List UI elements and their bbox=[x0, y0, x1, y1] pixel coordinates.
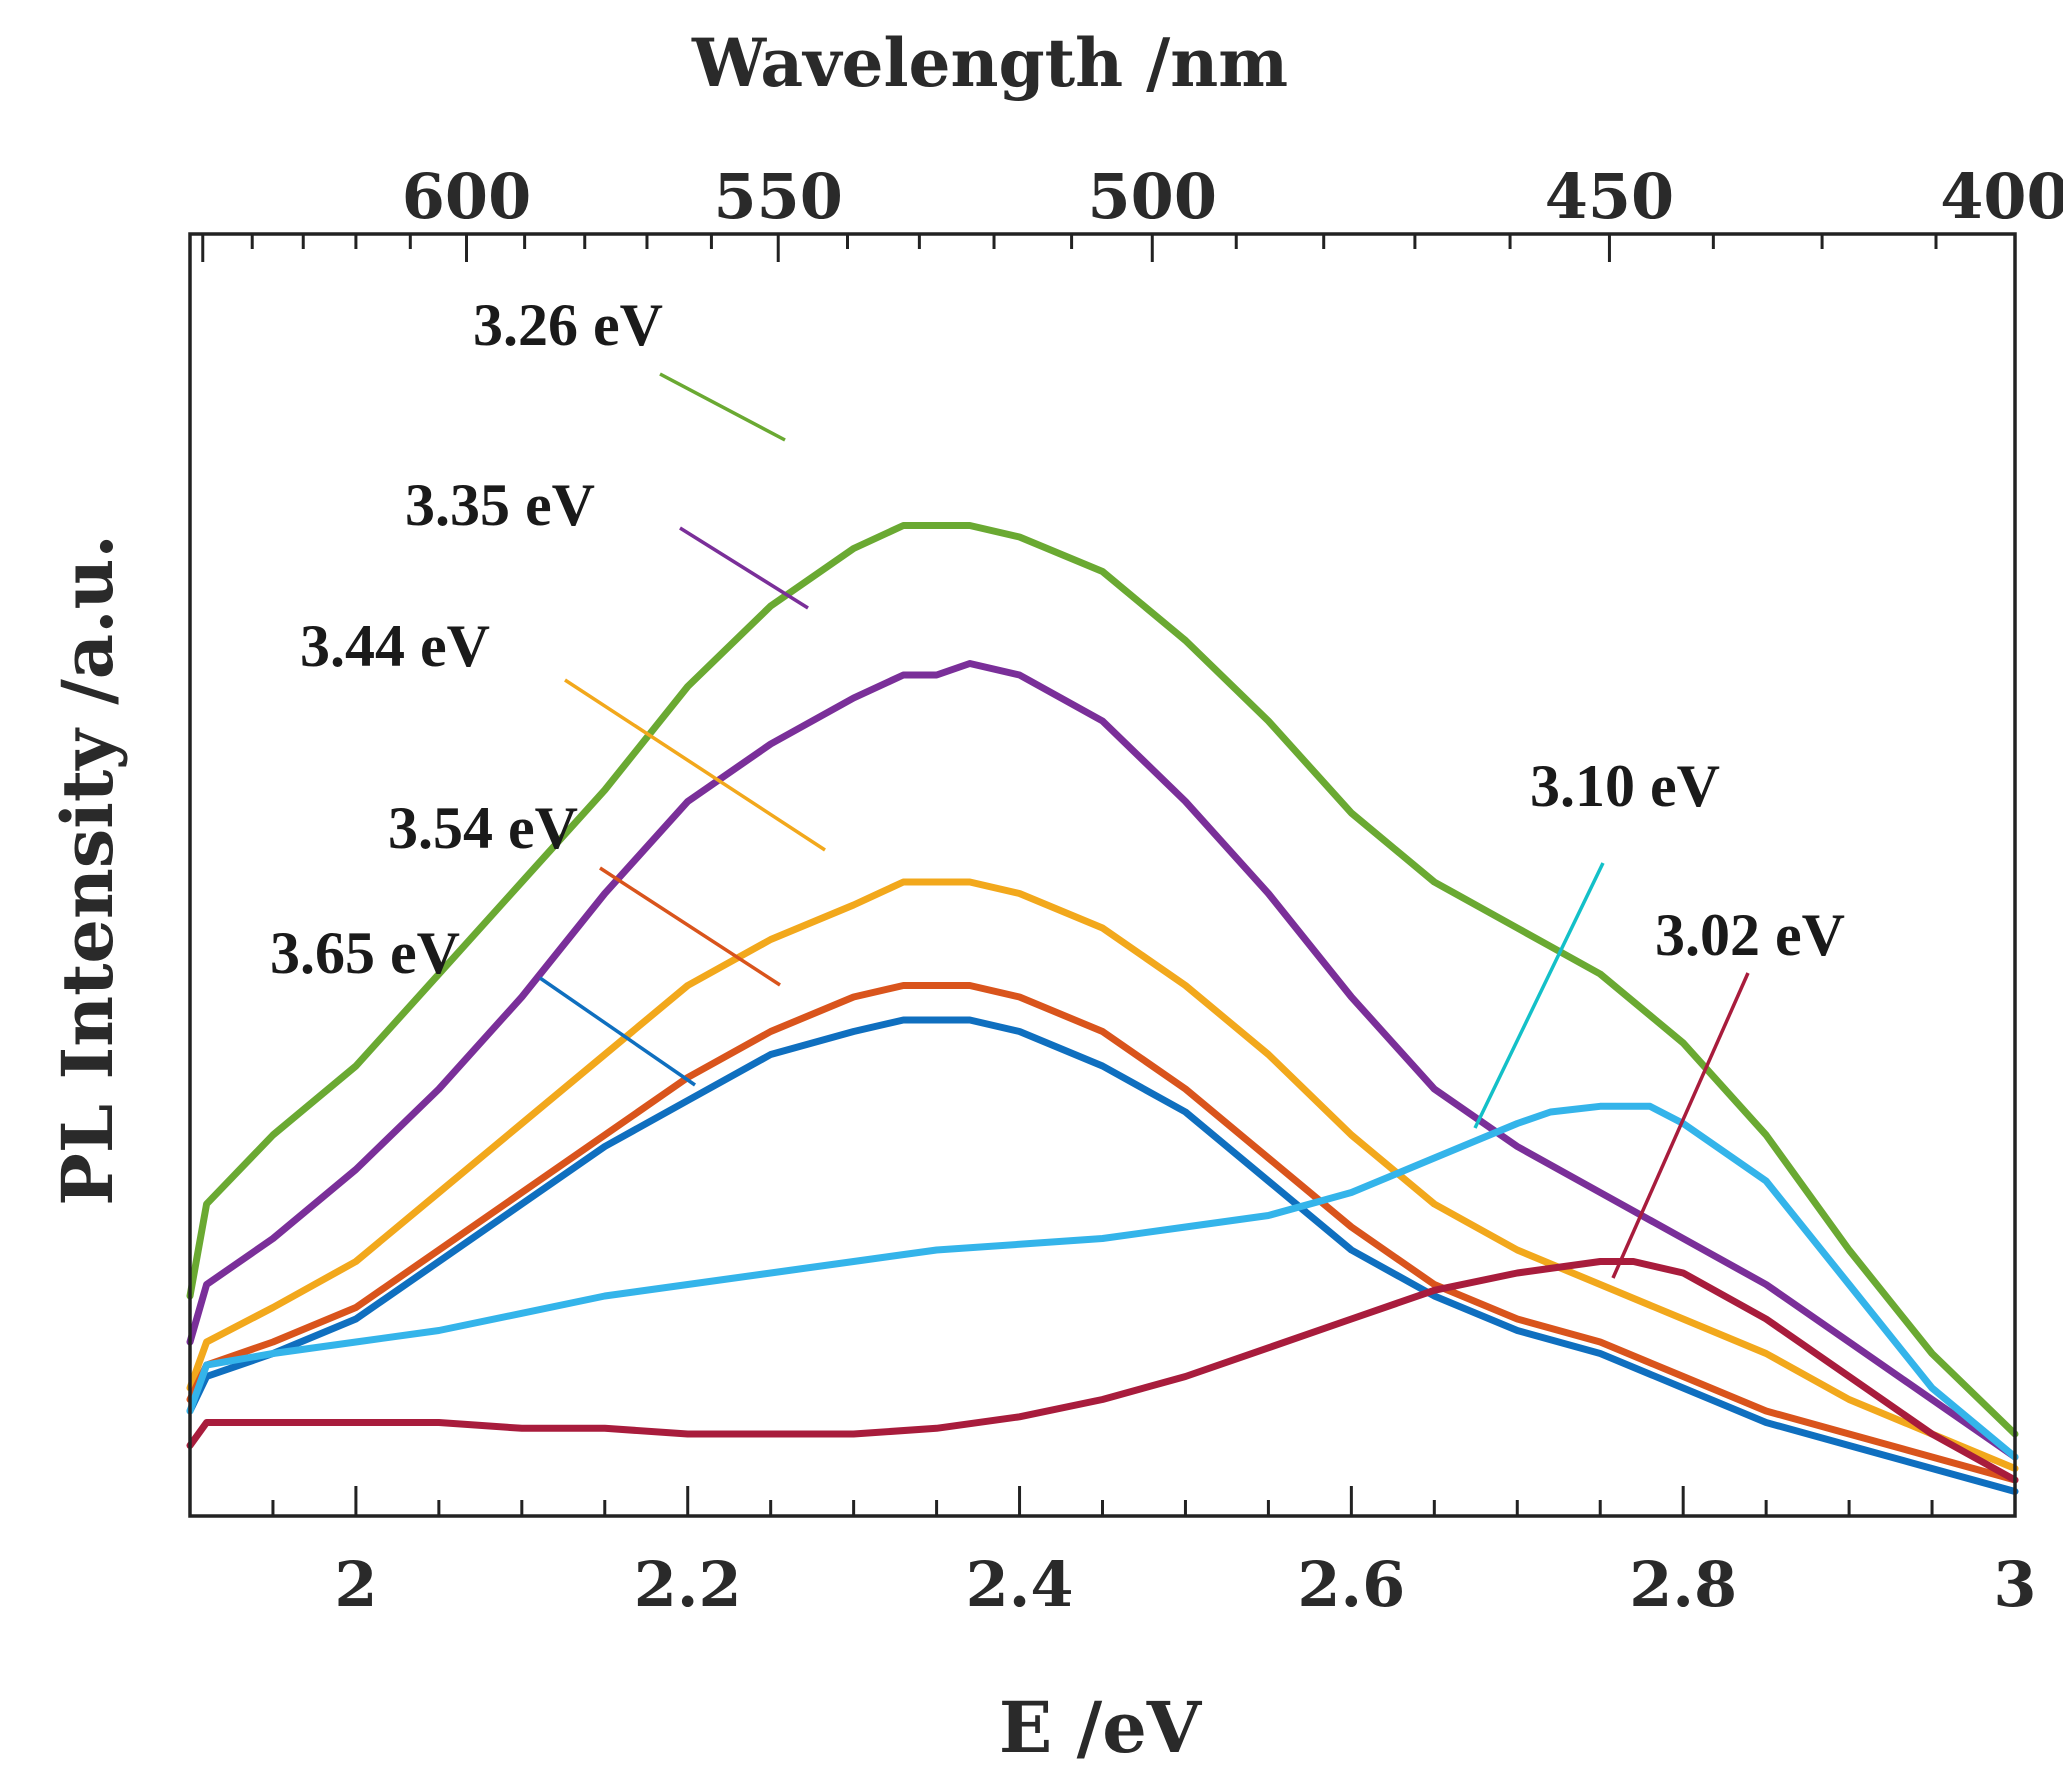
series-layer bbox=[186, 522, 2019, 1495]
series-line-326 bbox=[186, 522, 2019, 1438]
top-tick-label: 400 bbox=[1940, 160, 2063, 233]
annotation-3-10: 3.10 eV bbox=[1530, 753, 1720, 819]
leader-line-3-26 bbox=[659, 372, 786, 442]
top-axis-title: Wavelength /nm bbox=[691, 24, 1288, 102]
leader-line-3-02 bbox=[1611, 972, 1750, 1279]
top-tick-label: 550 bbox=[714, 160, 843, 233]
leader-line-3-35 bbox=[679, 526, 809, 610]
annotation-3-35: 3.35 eV bbox=[405, 472, 595, 538]
x-tick-label: 2 bbox=[334, 1548, 377, 1621]
series-line-365 bbox=[186, 1016, 2019, 1495]
top-tick-label: 600 bbox=[402, 160, 531, 233]
series-line-354 bbox=[186, 982, 2019, 1484]
x-tick-label: 3 bbox=[1993, 1548, 2036, 1621]
x-tick-label: 2.2 bbox=[634, 1548, 742, 1621]
plot-frame bbox=[188, 232, 2017, 1518]
leader-line-3-44 bbox=[564, 678, 826, 852]
annotation-3-65: 3.65 eV bbox=[270, 920, 460, 986]
leader-line-3-54 bbox=[599, 866, 781, 987]
leader-line-3-65 bbox=[539, 976, 696, 1087]
series-line-344 bbox=[186, 878, 2019, 1472]
x-axis-ticks: 2 2.2 2.4 2.6 2.8 3 bbox=[188, 1486, 2037, 1621]
series-line-310 bbox=[186, 1102, 2019, 1461]
top-tick-label: 450 bbox=[1545, 160, 1674, 233]
annotation-3-54: 3.54 eV bbox=[388, 795, 578, 861]
series-line-335 bbox=[186, 660, 2019, 1461]
x-tick-label: 2.6 bbox=[1297, 1548, 1405, 1621]
annotation-3-02: 3.02 eV bbox=[1655, 902, 1845, 968]
y-axis-title: PL Intensity /a.u. bbox=[46, 534, 129, 1206]
series-line-302 bbox=[186, 1258, 2019, 1484]
x-tick-label: 2.4 bbox=[966, 1548, 1074, 1621]
x-axis-title: E /eV bbox=[999, 1686, 1203, 1769]
x-tick-label: 2.8 bbox=[1629, 1548, 1737, 1621]
annotation-3-44: 3.44 eV bbox=[300, 613, 490, 679]
leader-line-3-10 bbox=[1473, 862, 1605, 1129]
top-axis-ticks: 600 550 500 450 400 bbox=[201, 160, 2063, 262]
annotation-3-26: 3.26 eV bbox=[473, 292, 663, 358]
top-tick-label: 500 bbox=[1088, 160, 1217, 233]
annotations: 3.26 eV 3.35 eV 3.44 eV 3.54 eV 3.65 eV … bbox=[270, 292, 1845, 1279]
